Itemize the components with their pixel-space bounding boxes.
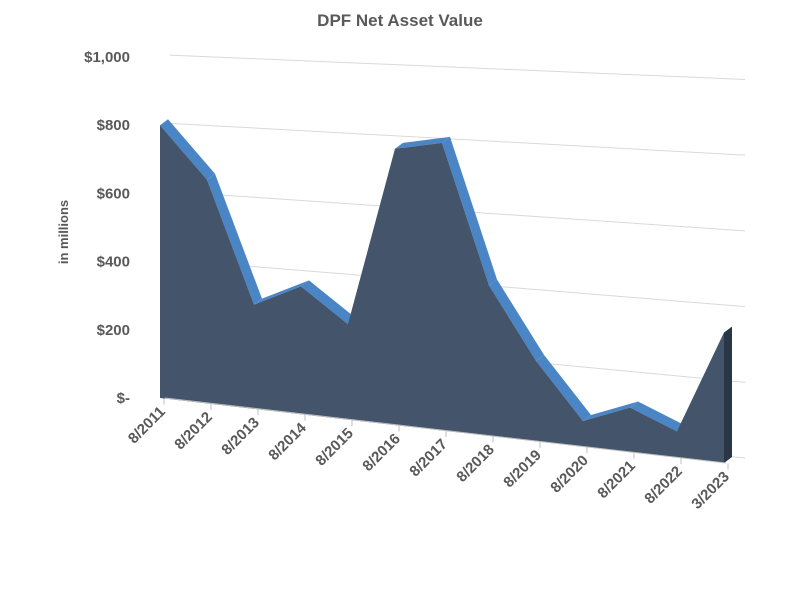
x-axis bbox=[164, 397, 727, 464]
area-depth bbox=[207, 173, 262, 305]
x-tick-label: 8/2016 bbox=[359, 430, 403, 474]
area-depth bbox=[395, 136, 450, 149]
area-depth bbox=[442, 136, 497, 286]
y-tick-label: $1,000 bbox=[84, 49, 130, 66]
area-side bbox=[724, 326, 732, 463]
y-tick-label: $600 bbox=[97, 185, 130, 202]
area-depth bbox=[301, 280, 356, 325]
y-tick-label: $- bbox=[117, 390, 130, 407]
grid-line bbox=[169, 54, 746, 80]
x-tick-label: 8/2013 bbox=[218, 414, 262, 458]
area bbox=[160, 125, 724, 463]
area-depth bbox=[160, 119, 215, 180]
x-tick-label: 8/2014 bbox=[265, 419, 310, 464]
x-tick-label: 8/2015 bbox=[312, 425, 356, 469]
x-tick-label: 8/2018 bbox=[453, 441, 497, 485]
area-depth bbox=[630, 401, 685, 432]
x-tick-label: 8/2020 bbox=[547, 452, 591, 496]
area-depth bbox=[536, 354, 591, 421]
x-tick-label: 8/2022 bbox=[641, 463, 685, 507]
x-tick-label: 3/2023 bbox=[688, 468, 732, 512]
area-depth bbox=[489, 279, 544, 361]
y-axis-label: in millions bbox=[56, 200, 71, 264]
x-tick-label: 8/2011 bbox=[125, 403, 169, 447]
y-tick-label: $400 bbox=[97, 254, 130, 271]
area-depth bbox=[583, 401, 638, 421]
area-depth bbox=[254, 280, 309, 305]
y-tick-label: $200 bbox=[97, 322, 130, 339]
grid-line bbox=[169, 122, 746, 156]
x-tick-label: 8/2021 bbox=[594, 457, 638, 501]
x-tick-label: 8/2012 bbox=[171, 409, 215, 453]
y-tick-label: $800 bbox=[97, 117, 130, 134]
x-tick-label: 8/2019 bbox=[500, 447, 544, 491]
chart-title: DPF Net Asset Value bbox=[317, 11, 483, 30]
x-tick-label: 8/2017 bbox=[406, 436, 450, 480]
